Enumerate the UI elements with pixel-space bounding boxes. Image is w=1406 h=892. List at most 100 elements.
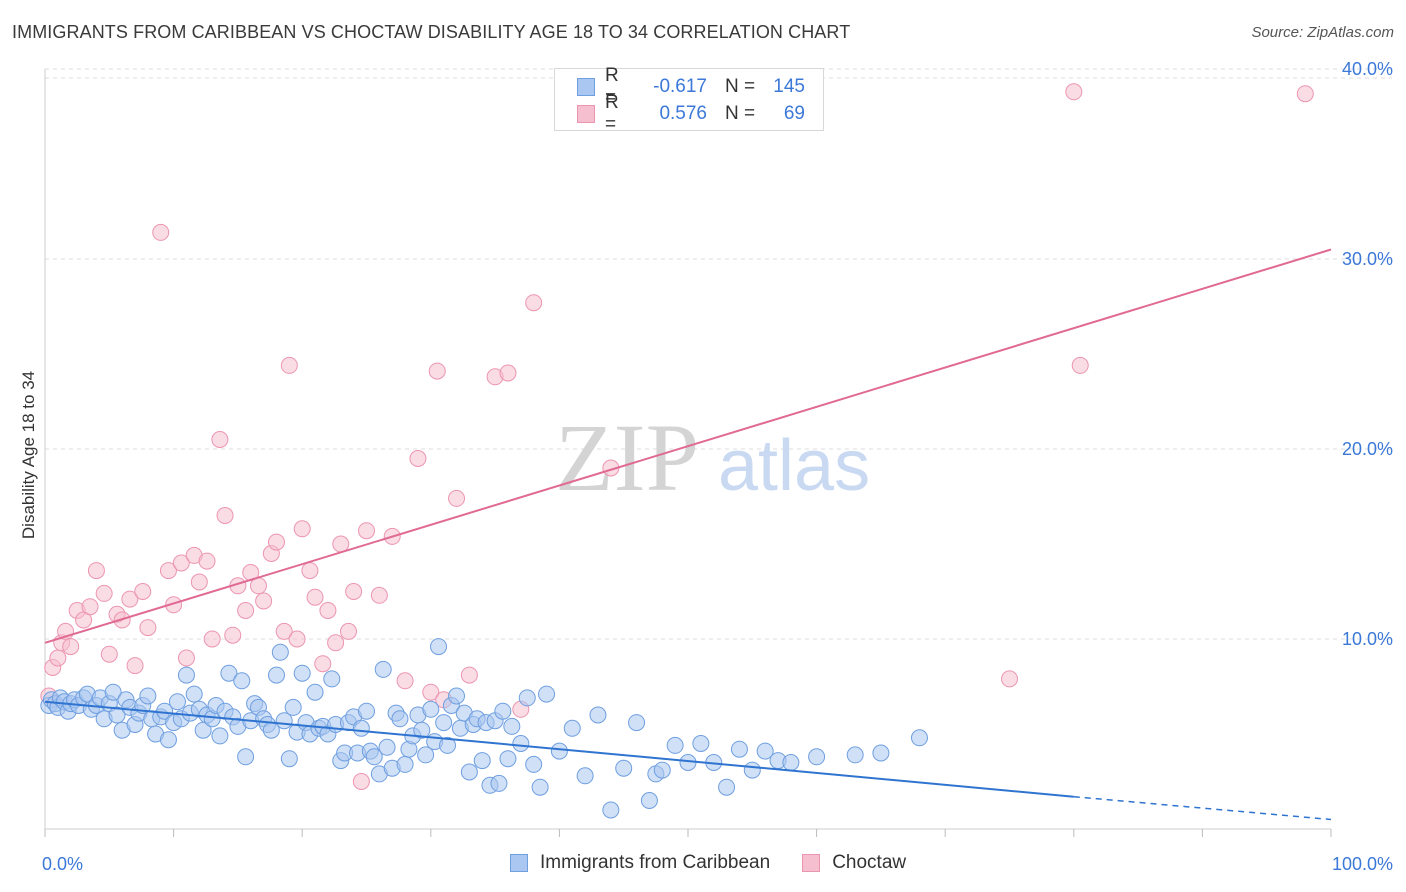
legend-n-label: N = xyxy=(725,103,756,124)
caribbean-point xyxy=(518,689,536,707)
caribbean-point xyxy=(602,801,620,819)
choctaw-point xyxy=(267,533,285,551)
legend-swatch-caribbean xyxy=(510,854,528,872)
choctaw-point xyxy=(358,522,375,540)
choctaw-point xyxy=(319,602,337,619)
choctaw-point xyxy=(216,507,234,524)
choctaw-point xyxy=(370,586,388,604)
caribbean-trend-extension xyxy=(1073,795,1332,821)
choctaw-point xyxy=(327,634,345,652)
choctaw-point xyxy=(198,552,216,570)
choctaw-point xyxy=(345,583,363,600)
legend-n-value: 145 xyxy=(773,76,805,97)
choctaw-point xyxy=(499,364,517,382)
caribbean-point xyxy=(237,748,255,766)
caribbean-point xyxy=(460,763,478,781)
caribbean-point xyxy=(378,738,396,756)
caribbean-point xyxy=(756,742,774,760)
caribbean-point xyxy=(391,710,409,728)
choctaw-point xyxy=(165,596,183,614)
caribbean-point xyxy=(233,672,251,690)
caribbean-point xyxy=(563,719,581,737)
y-tick-labels: 10.0% 20.0% 30.0% 40.0% xyxy=(1342,59,1393,649)
choctaw-point xyxy=(100,645,118,663)
choctaw-point xyxy=(139,619,157,637)
caribbean-point xyxy=(653,761,671,779)
choctaw-point xyxy=(190,573,208,591)
choctaw-point xyxy=(352,773,370,790)
caribbean-point xyxy=(538,685,556,703)
choctaw-point xyxy=(460,666,478,684)
choctaw-point xyxy=(49,649,67,667)
caribbean-point xyxy=(220,664,238,682)
choctaw-point xyxy=(306,588,324,606)
legend-r-value: 0.576 xyxy=(659,103,707,124)
caribbean-point xyxy=(494,702,512,720)
legend-label-choctaw: Choctaw xyxy=(832,852,907,873)
legend-swatch-caribbean xyxy=(577,78,595,96)
choctaw-point xyxy=(396,672,414,690)
watermark-zip: ZIP xyxy=(555,404,699,511)
caribbean-trend-line xyxy=(44,700,1074,798)
choctaw-point xyxy=(159,562,177,580)
caribbean-point xyxy=(108,706,126,724)
choctaw-point xyxy=(314,655,332,673)
caribbean-point xyxy=(439,736,457,754)
caribbean-point xyxy=(422,700,440,718)
trend-lines xyxy=(44,248,1332,821)
caribbean-point xyxy=(168,693,186,711)
caribbean-point xyxy=(473,752,491,770)
caribbean-point xyxy=(503,717,521,735)
caribbean-point xyxy=(615,759,633,777)
caribbean-point xyxy=(743,761,761,779)
legend-r-value: -0.617 xyxy=(653,76,707,97)
choctaw-point xyxy=(293,520,311,538)
choctaw-point xyxy=(448,489,466,507)
caribbean-point xyxy=(139,687,157,705)
caribbean-point xyxy=(323,670,341,688)
caribbean-point xyxy=(490,774,508,792)
choctaw-point xyxy=(211,431,229,448)
caribbean-point xyxy=(374,660,392,678)
caribbean-point xyxy=(628,714,646,732)
caribbean-point xyxy=(430,638,448,656)
y-tick-label: 40.0% xyxy=(1342,59,1393,79)
caribbean-point xyxy=(358,702,375,720)
legend-r-label: R = xyxy=(605,92,619,135)
x-tick-label: 0.0% xyxy=(42,854,83,874)
caribbean-point xyxy=(104,683,122,701)
choctaw-point xyxy=(255,592,273,610)
choctaw-point xyxy=(134,583,152,600)
caribbean-point xyxy=(284,698,302,716)
caribbean-point xyxy=(280,750,298,768)
caribbean-point xyxy=(499,750,517,768)
caribbean-point xyxy=(692,735,710,752)
caribbean-point xyxy=(365,748,383,766)
choctaw-point xyxy=(172,554,190,572)
choctaw-point xyxy=(1071,356,1089,374)
caribbean-point xyxy=(640,792,658,809)
caribbean-point xyxy=(267,666,285,684)
y-tick-label: 30.0% xyxy=(1342,249,1393,269)
watermark-atlas: atlas xyxy=(718,426,870,506)
legend-n-label: N = xyxy=(725,76,756,97)
caribbean-points xyxy=(40,638,928,819)
caribbean-point xyxy=(396,755,414,773)
choctaw-trend-line xyxy=(44,248,1332,644)
caribbean-point xyxy=(846,746,864,764)
caribbean-point xyxy=(589,706,607,724)
y-tick-label: 20.0% xyxy=(1342,439,1393,459)
legend-item-choctaw[interactable]: Choctaw xyxy=(802,852,906,874)
caribbean-point xyxy=(730,740,748,758)
caribbean-point xyxy=(417,746,435,764)
choctaw-point xyxy=(280,356,298,374)
choctaw-point xyxy=(62,638,80,656)
choctaw-point xyxy=(422,683,440,701)
legend-item-caribbean[interactable]: Immigrants from Caribbean xyxy=(510,852,770,874)
legend-label-caribbean: Immigrants from Caribbean xyxy=(540,852,771,873)
y-tick-label: 10.0% xyxy=(1342,629,1393,649)
caribbean-point xyxy=(159,731,177,749)
caribbean-point xyxy=(550,742,568,760)
caribbean-point xyxy=(293,664,311,682)
caribbean-point xyxy=(448,687,466,705)
